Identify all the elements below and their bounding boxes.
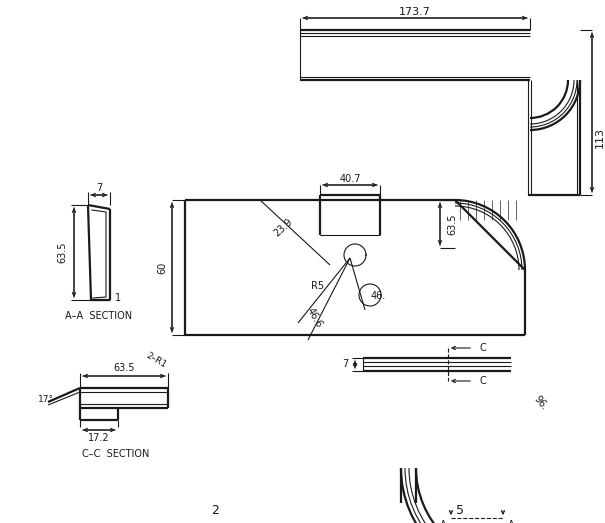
Text: A: A <box>508 520 514 523</box>
Text: 23.9: 23.9 <box>272 217 295 239</box>
Text: A–A  SECTION: A–A SECTION <box>65 311 132 321</box>
Text: 63.5: 63.5 <box>113 363 135 373</box>
Text: R5: R5 <box>312 281 324 291</box>
Text: 2: 2 <box>211 504 219 517</box>
Text: 63.5: 63.5 <box>447 213 457 235</box>
Text: 46.6: 46.6 <box>306 306 325 330</box>
Text: 17°: 17° <box>38 395 54 404</box>
Text: C–C  SECTION: C–C SECTION <box>82 449 149 459</box>
Text: 2–R1: 2–R1 <box>144 350 168 369</box>
Text: 46.: 46. <box>370 291 385 301</box>
Text: A: A <box>440 520 446 523</box>
Text: 173.7: 173.7 <box>399 7 431 17</box>
Text: 40.7: 40.7 <box>339 174 361 184</box>
Text: 17.2: 17.2 <box>88 433 110 443</box>
Text: 113: 113 <box>595 128 605 149</box>
Text: 63.5: 63.5 <box>57 241 67 263</box>
Text: 1: 1 <box>115 293 121 303</box>
Text: 96.: 96. <box>532 394 550 412</box>
Text: 60: 60 <box>157 262 167 274</box>
Text: C: C <box>480 376 487 386</box>
Text: C: C <box>480 343 487 353</box>
Text: 5: 5 <box>456 504 464 517</box>
Text: 7: 7 <box>342 359 348 369</box>
Text: 7: 7 <box>96 183 102 193</box>
